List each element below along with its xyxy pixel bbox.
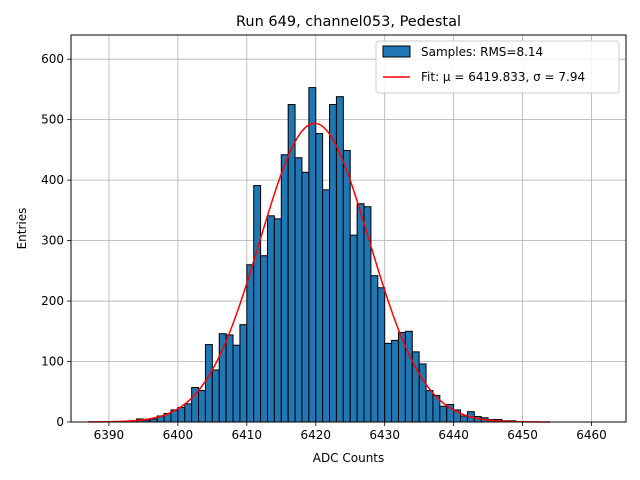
histogram-bar <box>335 96 344 423</box>
histogram-bar <box>377 287 386 423</box>
y-tick-label: 100 <box>41 355 64 369</box>
histogram-bar <box>329 104 337 423</box>
x-tick-label: 6420 <box>300 428 331 442</box>
histogram-bar <box>460 415 468 423</box>
x-tick-label: 6440 <box>438 428 469 442</box>
axes-frame <box>70 34 627 423</box>
histogram-bar <box>211 369 220 423</box>
histogram-bar <box>246 264 255 423</box>
histogram-bar <box>342 149 351 423</box>
histogram-bar <box>204 344 213 423</box>
histogram-bar <box>184 403 193 423</box>
histogram-bar <box>253 185 262 423</box>
x-tick-label: 6400 <box>163 428 194 442</box>
y-tick-label: 300 <box>41 234 64 248</box>
y-tick-label: 600 <box>41 52 64 66</box>
y-axis-ticks: 0 100 200 300 400 500 600 <box>41 52 71 429</box>
histogram-bar <box>322 189 331 423</box>
histogram-bar <box>301 171 310 423</box>
legend: Samples: RMS=8.14 Fit: μ = 6419.833, σ =… <box>375 40 620 94</box>
histogram-bar <box>404 330 413 423</box>
histogram-bar <box>266 215 275 423</box>
x-tick-label: 6410 <box>232 428 263 442</box>
y-tick-label: 500 <box>41 113 64 127</box>
y-tick-label: 200 <box>41 294 64 308</box>
legend-label-samples: Samples: RMS=8.14 <box>421 45 543 59</box>
histogram-bar <box>370 275 379 423</box>
histogram-bar <box>356 203 365 423</box>
histogram-bars <box>135 87 517 423</box>
legend-swatch-samples <box>382 45 411 58</box>
fit-curve <box>88 122 551 423</box>
histogram-bar <box>177 406 186 423</box>
y-tick-label: 0 <box>56 415 64 429</box>
y-tick-label: 400 <box>41 173 64 187</box>
histogram-bar <box>273 218 282 423</box>
histogram-bar <box>225 334 234 423</box>
histogram-bar <box>280 154 289 423</box>
x-tick-label: 6450 <box>507 428 538 442</box>
histogram-bar <box>308 87 317 423</box>
histogram-bar <box>425 390 434 423</box>
chart-title: Run 649, channel053, Pedestal <box>236 14 461 30</box>
histogram-bar <box>198 390 206 423</box>
x-tick-label: 6460 <box>576 428 607 442</box>
histogram-bar <box>260 255 268 423</box>
x-tick-label: 6390 <box>94 428 125 442</box>
x-axis-label: ADC Counts <box>313 451 385 465</box>
histogram-bar <box>418 363 427 423</box>
histogram-bar <box>239 324 248 423</box>
legend-label-fit: Fit: μ = 6419.833, σ = 7.94 <box>421 70 585 84</box>
histogram-bar <box>232 344 241 423</box>
histogram-bar <box>349 234 358 423</box>
y-axis-label: Entries <box>15 208 29 250</box>
histogram-bar <box>391 339 399 423</box>
histogram-bar <box>315 133 324 423</box>
histogram-bar <box>218 333 227 423</box>
histogram-bar <box>384 342 393 423</box>
legend-box <box>375 40 620 94</box>
histogram-bar <box>294 157 303 423</box>
histogram-bar <box>363 206 372 423</box>
x-tick-label: 6430 <box>369 428 400 442</box>
histogram-bar <box>439 405 448 423</box>
x-axis-ticks: 6390 6400 6410 6420 6430 6440 6450 6460 <box>94 422 607 442</box>
